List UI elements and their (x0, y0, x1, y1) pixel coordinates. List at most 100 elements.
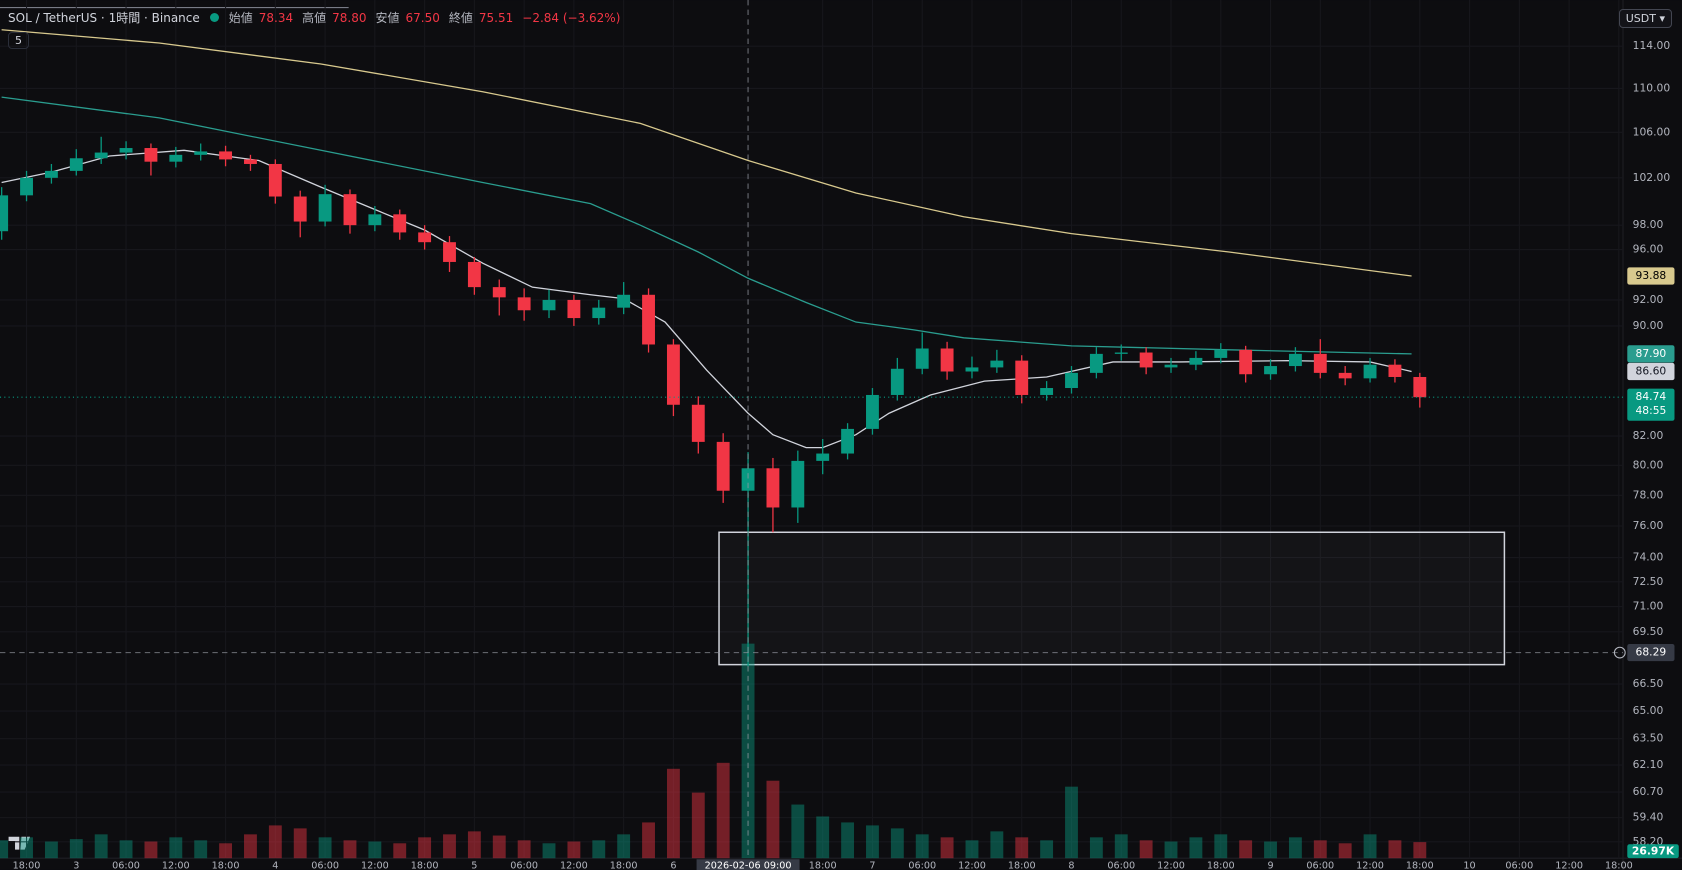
candle-body (293, 196, 307, 222)
volume-bar (915, 834, 929, 859)
volume-bar (1040, 840, 1054, 859)
candle-body (94, 152, 108, 159)
candle-body (866, 394, 879, 429)
x-tick-label: 12:00 (958, 861, 986, 870)
candle-body (1139, 352, 1153, 368)
moving-average (1, 149, 1412, 449)
candle-body (567, 299, 581, 319)
x-tick-label: 18:00 (13, 861, 41, 870)
y-tick-label: 82.00 (1633, 429, 1664, 442)
candle-body (816, 453, 830, 461)
volume-bar (965, 840, 979, 859)
candle-body (20, 177, 33, 196)
indicators-toggle[interactable]: 5 (8, 32, 29, 49)
moving-average (1, 29, 1412, 277)
volume-bar (990, 831, 1004, 859)
candle-body (1040, 388, 1054, 395)
range-box (718, 531, 1506, 666)
x-tick-label: 06:00 (510, 861, 538, 870)
volume-bar (1313, 840, 1327, 859)
volume-bar (741, 643, 755, 859)
volume-bar (592, 840, 606, 859)
candle-body (393, 214, 407, 233)
volume-bar (268, 825, 282, 859)
volume-bar (0, 840, 9, 859)
y-tick-label: 63.50 (1633, 732, 1664, 745)
volume-bar (1065, 786, 1078, 859)
volume-bar (44, 841, 58, 859)
x-tick-label: 18:00 (411, 861, 439, 870)
candle-body (1288, 353, 1302, 367)
ma-label-bg (1627, 345, 1675, 363)
candle-body (318, 194, 332, 222)
candle-body (1015, 360, 1029, 395)
candle-body (69, 158, 83, 171)
y-tick-label: 71.00 (1633, 600, 1664, 613)
candle-body (915, 348, 929, 369)
volume-bar (1338, 843, 1352, 859)
candle-body (716, 441, 730, 491)
volume-bar (194, 840, 208, 859)
volume-bar (343, 840, 357, 859)
volume-bar (318, 837, 332, 859)
x-tick-label: 12:00 (361, 861, 389, 870)
candle-body (617, 294, 631, 308)
volume-bar (816, 816, 830, 859)
y-tick-label: 60.70 (1633, 785, 1664, 798)
candle-body (592, 307, 606, 319)
candle-body (1114, 352, 1128, 354)
candle-body (343, 194, 357, 226)
candle-body (492, 287, 506, 298)
countdown: 48:55 (1635, 404, 1666, 417)
volume-bar (69, 839, 83, 859)
volume-bar (144, 841, 158, 859)
x-tick-label: 12:00 (1157, 861, 1185, 870)
volume-bar (716, 762, 730, 859)
volume-bar (642, 822, 655, 859)
volume-bar (169, 837, 183, 859)
x-tick-label: 10 (1463, 861, 1475, 870)
x-tick-label: 8 (1068, 861, 1074, 870)
currency-select[interactable]: USDT ▾ (1618, 9, 1672, 28)
candle-body (1388, 364, 1402, 377)
y-tick-label: 66.50 (1633, 677, 1664, 690)
volume-bar (393, 843, 407, 859)
volume-bar (766, 780, 780, 859)
crosshair-time-bg (696, 859, 800, 870)
candle-body (1413, 376, 1427, 398)
candle-body (691, 404, 705, 442)
volume-bar (866, 825, 879, 859)
ohlc-value: 67.50 (405, 10, 440, 25)
candle-body (467, 261, 481, 288)
ma-label-bg (1627, 362, 1675, 381)
ohlc-label: 高値 (302, 11, 327, 25)
x-tick-label: 12:00 (1555, 861, 1583, 870)
y-tick-label: 59.40 (1633, 811, 1664, 824)
volume-bar (219, 843, 233, 859)
x-tick-label: 18:00 (1406, 861, 1434, 870)
candle-body (144, 148, 158, 162)
chart-header: SOL / TetherUS · 1時間 · Binance 始値 78.34 高… (8, 9, 623, 26)
x-tick-label: 3 (73, 861, 79, 870)
candle-body (1338, 372, 1352, 379)
volume-bar (666, 768, 680, 859)
candle-body (741, 468, 755, 491)
volume-bar (467, 831, 481, 859)
candle-body (194, 151, 208, 155)
candle-body (1313, 353, 1327, 373)
x-tick-label: 9 (1267, 861, 1273, 870)
last-price: 84.74 (1636, 390, 1667, 403)
ma-label: 86.60 (1636, 365, 1667, 378)
change: −2.84 (−3.62%) (522, 10, 621, 25)
x-tick-label: 18:00 (809, 861, 837, 870)
volume-bar (1388, 840, 1402, 859)
ohlc-value: 78.34 (258, 10, 294, 25)
y-tick-label: 106.00 (1633, 125, 1671, 138)
y-tick-label: 62.10 (1633, 758, 1664, 771)
ohlc-label: 終値 (448, 11, 473, 25)
crosshair-time: 2026-02-06 09:00 (705, 861, 792, 870)
add-alert-icon (1613, 646, 1626, 659)
y-tick-label: 92.00 (1633, 293, 1664, 306)
y-tick-label: 98.00 (1633, 218, 1664, 231)
